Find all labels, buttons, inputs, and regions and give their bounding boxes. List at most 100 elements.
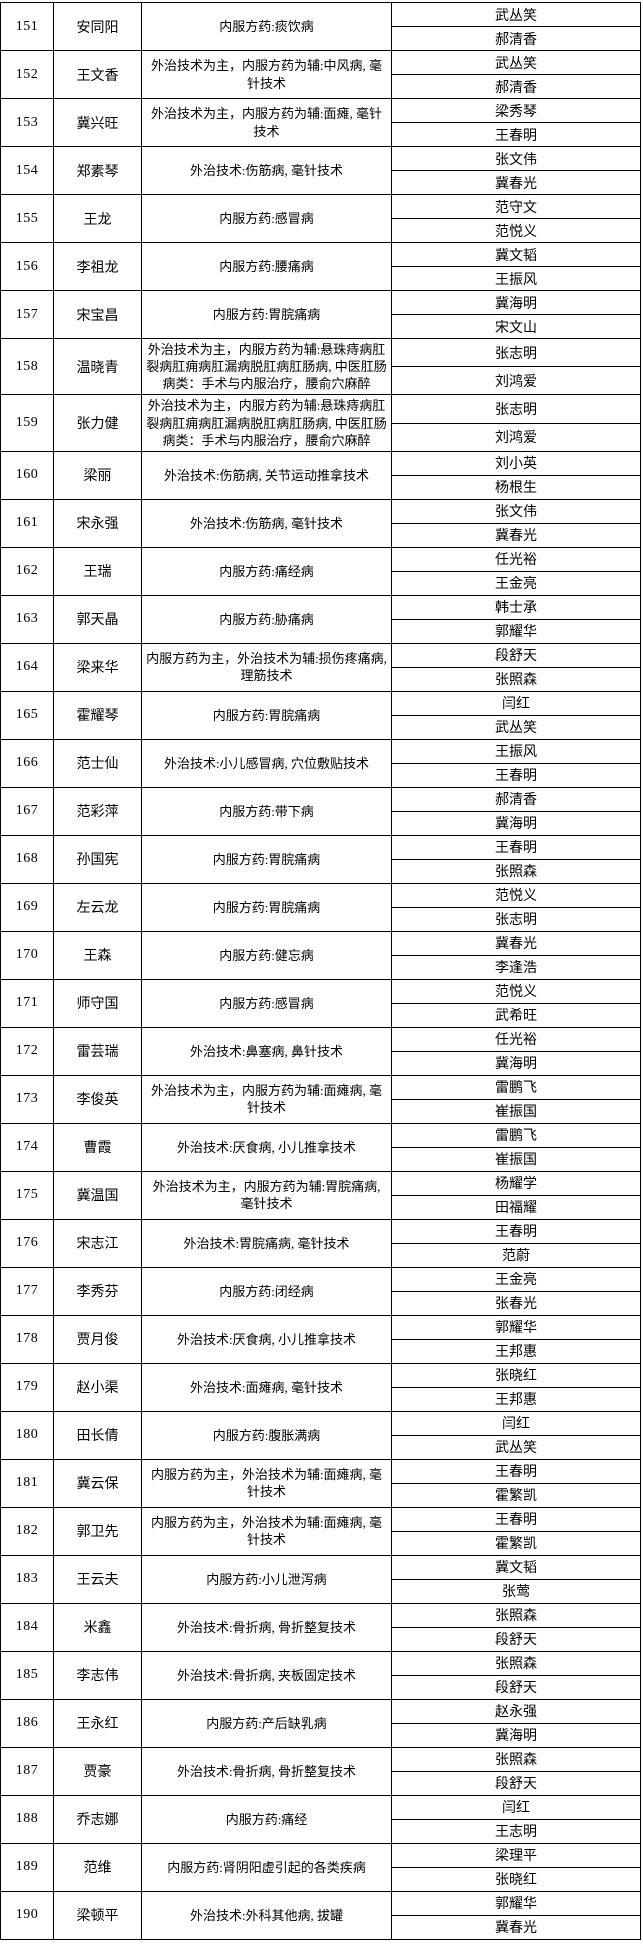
treatment-scope-cell: 外治技术为主，内服方药为辅:悬珠痔病肛裂病肛痈病肛漏病脱肛病肛肠病, 中医肛肠病… xyxy=(142,339,392,395)
recommenders-cell: 梁理平 张晓红 xyxy=(392,1844,640,1891)
recommenders-cell: 张晓红 王邦惠 xyxy=(392,1364,640,1411)
recommender-name-top: 王金亮 xyxy=(392,1268,640,1292)
treatment-scope-cell: 外治技术:伤筋病, 关节运动推拿技术 xyxy=(142,451,392,499)
recommender-name-bottom: 段舒天 xyxy=(495,1777,537,1793)
row-number-cell: 171 xyxy=(1,979,54,1027)
recommender-name-bottom: 王春明 xyxy=(495,128,537,144)
row-number-cell: 180 xyxy=(1,1411,54,1459)
treatment-scope-cell: 内服方药:腹胀满病 xyxy=(142,1411,392,1459)
recommender-name-top: 闫红 xyxy=(392,1412,640,1436)
practitioner-name-cell: 米鑫 xyxy=(54,1603,142,1651)
treatment-scope-cell: 外治技术:厌食病, 小儿推拿技术 xyxy=(142,1315,392,1363)
treatment-scope-cell: 内服方药:小儿泄泻病 xyxy=(142,1555,392,1603)
recommenders-cell: 冀文韬 王振风 xyxy=(392,243,640,290)
recommenders-cell: 冀海明 宋文山 xyxy=(392,291,640,338)
table-row: 176 宋志江 外治技术:胃脘痛病, 毫针技术 王春明 范蔚 xyxy=(1,1219,640,1268)
row-number-cell: 175 xyxy=(1,1171,54,1219)
recommender-name-bottom: 冀春光 xyxy=(495,529,537,545)
treatment-scope-cell: 外治技术为主，内服方药为辅:胃脘痛病, 毫针技术 xyxy=(142,1171,392,1219)
recommender-name-top: 张照森 xyxy=(392,1604,640,1628)
practitioner-name-cell: 孙国宪 xyxy=(54,835,142,883)
practitioner-name-cell: 梁来华 xyxy=(54,643,142,691)
recommender-name-top: 冀春光 xyxy=(392,932,640,956)
recommenders-cell: 王振风 王春明 xyxy=(392,740,640,787)
recommenders-cell: 郭耀华 冀春光 xyxy=(392,1892,640,1939)
table-row: 160 梁丽 外治技术:伤筋病, 关节运动推拿技术 刘小英 杨根生 xyxy=(1,451,640,500)
recommender-name-top: 王春明 xyxy=(392,1508,640,1532)
treatment-scope-cell: 内服方药:肾阴阳虚引起的各类疾病 xyxy=(142,1843,392,1891)
treatment-scope-cell: 内服方药:腰痛病 xyxy=(142,243,392,290)
recommender-name-top: 冀文韬 xyxy=(392,243,640,267)
recommenders-cell: 范守文 范悦义 xyxy=(392,195,640,242)
recommender-name-top: 梁理平 xyxy=(392,1844,640,1868)
recommenders-cell: 范悦义 张志明 xyxy=(392,884,640,931)
recommender-name-top: 刘小英 xyxy=(392,452,640,476)
practitioner-name-cell: 乔志娜 xyxy=(54,1795,142,1843)
row-number-cell: 165 xyxy=(1,691,54,739)
recommenders-cell: 武丛笑 郝清香 xyxy=(392,51,640,98)
treatment-scope-cell: 外治技术:小儿感冒病, 穴位敷贴技术 xyxy=(142,739,392,787)
recommender-name-bottom: 王邦惠 xyxy=(495,1345,537,1361)
row-number-cell: 181 xyxy=(1,1459,54,1507)
table-row: 156 李祖龙 内服方药:腰痛病 冀文韬 王振风 xyxy=(1,243,640,291)
practitioner-name-cell: 雷芸瑞 xyxy=(54,1027,142,1075)
practitioner-name-cell: 温晓青 xyxy=(54,339,142,395)
row-number-cell: 177 xyxy=(1,1267,54,1315)
table-row: 181 冀云保 内服方药为主，外治技术为辅:面瘫病, 毫针技术 王春明 霍繁凯 xyxy=(1,1459,640,1508)
recommender-name-bottom: 冀春光 xyxy=(495,176,537,192)
table-row: 183 王云夫 内服方药:小儿泄泻病 冀文韬 张莺 xyxy=(1,1555,640,1604)
practitioner-name-cell: 梁顿平 xyxy=(54,1891,142,1939)
table-row: 190 梁顿平 外治技术:外科其他病, 拔罐 郭耀华 冀春光 xyxy=(1,1891,640,1940)
table-row: 184 米鑫 外治技术:骨折病, 骨折整复技术 张照森 段舒天 xyxy=(1,1603,640,1652)
table-row: 169 左云龙 内服方药:胃脘痛病 范悦义 张志明 xyxy=(1,883,640,932)
table-row: 180 田长倩 内服方药:腹胀满病 闫红 武丛笑 xyxy=(1,1411,640,1460)
practitioner-name-cell: 郑素琴 xyxy=(54,147,142,194)
treatment-scope-cell: 内服方药:带下病 xyxy=(142,787,392,835)
recommender-name-bottom: 崔振国 xyxy=(495,1105,537,1121)
table-row: 161 宋永强 外治技术:伤筋病, 毫针技术 张文伟 冀春光 xyxy=(1,499,640,548)
recommenders-cell: 王春明 霍繁凯 xyxy=(392,1460,640,1507)
row-number-cell: 160 xyxy=(1,451,54,499)
treatment-scope-cell: 外治技术:骨折病, 骨折整复技术 xyxy=(142,1603,392,1651)
treatment-scope-cell: 内服方药:痰饮病 xyxy=(142,3,392,50)
practitioner-name-cell: 李志伟 xyxy=(54,1651,142,1699)
table-row: 166 范士仙 外治技术:小儿感冒病, 穴位敷贴技术 王振风 王春明 xyxy=(1,739,640,788)
row-number-cell: 173 xyxy=(1,1075,54,1123)
table-row: 154 郑素琴 外治技术:伤筋病, 毫针技术 张文伟 冀春光 xyxy=(1,147,640,195)
practitioner-name-cell: 王永红 xyxy=(54,1699,142,1747)
row-number-cell: 179 xyxy=(1,1363,54,1411)
recommender-name-top: 张晓红 xyxy=(392,1364,640,1388)
practitioner-name-cell: 王瑞 xyxy=(54,547,142,595)
recommender-name-top: 赵永强 xyxy=(392,1700,640,1724)
recommender-name-bottom: 张晓红 xyxy=(495,1873,537,1889)
recommenders-cell: 张照森 段舒天 xyxy=(392,1604,640,1651)
recommenders-cell: 王金亮 张春光 xyxy=(392,1268,640,1315)
row-number-cell: 178 xyxy=(1,1315,54,1363)
treatment-scope-cell: 外治技术:骨折病, 夹板固定技术 xyxy=(142,1651,392,1699)
recommender-name-top: 武丛笑 xyxy=(392,3,640,27)
row-number-cell: 182 xyxy=(1,1507,54,1555)
table-row: 174 曹霞 外治技术:厌食病, 小儿推拿技术 雷鹏飞 崔振国 xyxy=(1,1123,640,1172)
recommender-name-top: 任光裕 xyxy=(392,548,640,572)
recommender-name-bottom: 宋文山 xyxy=(495,320,537,336)
row-number-cell: 184 xyxy=(1,1603,54,1651)
table-row: 186 王永红 内服方药:产后缺乳病 赵永强 冀海明 xyxy=(1,1699,640,1748)
table-row: 157 宋宝昌 内服方药:胃脘痛病 冀海明 宋文山 xyxy=(1,291,640,339)
recommender-name-bottom: 张春光 xyxy=(495,1297,537,1313)
practitioner-name-cell: 宋宝昌 xyxy=(54,291,142,338)
row-number-cell: 183 xyxy=(1,1555,54,1603)
practitioner-name-cell: 王文香 xyxy=(54,51,142,98)
recommender-name-top: 梁秀琴 xyxy=(392,99,640,123)
recommender-name-bottom: 王志明 xyxy=(495,1825,537,1841)
treatment-scope-cell: 内服方药:产后缺乳病 xyxy=(142,1699,392,1747)
table-row: 187 贾豪 外治技术:骨折病, 骨折整复技术 张照森 段舒天 xyxy=(1,1747,640,1796)
recommender-name-bottom: 范悦义 xyxy=(495,224,537,240)
practitioner-name-cell: 郭卫先 xyxy=(54,1507,142,1555)
recommender-name-bottom: 武丛笑 xyxy=(495,721,537,737)
treatment-scope-cell: 内服方药:胃脘痛病 xyxy=(142,835,392,883)
row-number-cell: 170 xyxy=(1,931,54,979)
row-number-cell: 186 xyxy=(1,1699,54,1747)
treatment-scope-cell: 内服方药:胃脘痛病 xyxy=(142,883,392,931)
recommenders-cell: 雷鹏飞 崔振国 xyxy=(392,1124,640,1171)
recommenders-cell: 任光裕 王金亮 xyxy=(392,548,640,595)
